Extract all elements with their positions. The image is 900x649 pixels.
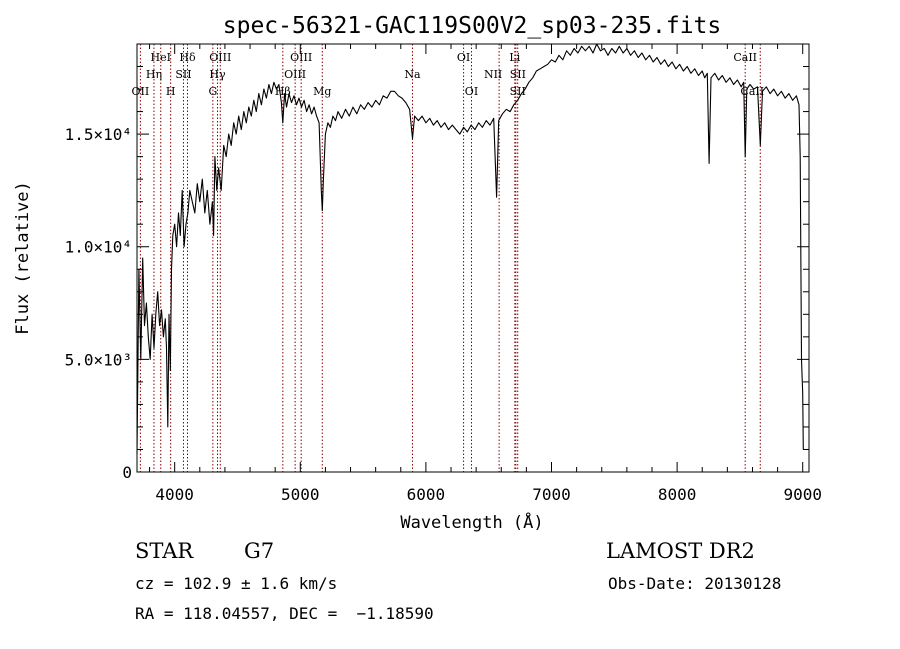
plot-frame xyxy=(136,43,810,473)
x-tick-label-3: 7000 xyxy=(532,485,571,504)
line-label-1: Hη xyxy=(146,68,162,81)
y-tick-label-0: 0 xyxy=(122,463,132,482)
object-subclass: G7 xyxy=(244,539,275,563)
line-label-12: Mg xyxy=(313,85,331,98)
line-label-20: CaII xyxy=(733,51,757,64)
redshift-velocity: cz = 102.9 ± 1.6 km/s xyxy=(135,574,338,593)
x-tick-label-2: 6000 xyxy=(407,485,446,504)
chart-title: spec-56321-GAC119S00V2_sp03-235.fits xyxy=(223,13,722,39)
line-label-4: SII xyxy=(175,68,191,81)
line-label-19: SII xyxy=(510,85,526,98)
x-axis-label: Wavelength (Å) xyxy=(400,511,543,533)
line-label-18: SII xyxy=(510,68,526,81)
line-label-15: OI xyxy=(465,85,478,98)
line-label-8: OIII xyxy=(209,51,231,64)
x-tick-label-4: 8000 xyxy=(658,485,697,504)
spectral-line-labels: OII Hη HeI H SII Hδ G Hγ OIII Hβ OIII OIII Mg Na OI OI N… xyxy=(132,51,765,98)
line-label-0: OII xyxy=(132,85,150,98)
line-label-21: CaII xyxy=(740,85,764,98)
x-tick-label-0: 4000 xyxy=(155,485,194,504)
line-label-3: H xyxy=(166,85,176,98)
line-label-17: Li xyxy=(509,51,520,64)
x-tick-label-1: 5000 xyxy=(281,485,320,504)
survey-name: LAMOST DR2 xyxy=(606,539,755,563)
line-label-5: Hδ xyxy=(179,51,196,64)
line-label-11: OIII xyxy=(290,51,312,64)
line-label-2: HeI xyxy=(151,51,171,64)
y-tick-label-3: 1.5×10⁴ xyxy=(65,125,132,144)
sky-coordinates: RA = 118.04557, DEC = −1.18590 xyxy=(135,604,434,623)
spectral-line-markers xyxy=(139,44,761,472)
axis-ticks: 4000 5000 6000 7000 8000 9000 0 5.0×10³ 1.0×10⁴ 1… xyxy=(65,44,822,504)
line-label-7: Hγ xyxy=(209,68,226,81)
line-label-14: OI xyxy=(457,51,470,64)
line-label-9: Hβ xyxy=(275,85,291,98)
y-axis-label: Flux (relative) xyxy=(13,181,33,335)
observation-date: Obs-Date: 20130128 xyxy=(608,574,782,593)
object-class: STAR xyxy=(135,539,194,563)
y-tick-label-2: 1.0×10⁴ xyxy=(65,238,132,257)
x-tick-label-5: 9000 xyxy=(783,485,822,504)
line-label-16: NII xyxy=(484,68,502,81)
line-label-13: Na xyxy=(404,68,421,81)
line-label-6: G xyxy=(208,85,217,98)
y-tick-label-1: 5.0×10³ xyxy=(65,350,132,369)
spectrum-line xyxy=(136,43,804,455)
line-label-10: OIII xyxy=(284,68,306,81)
